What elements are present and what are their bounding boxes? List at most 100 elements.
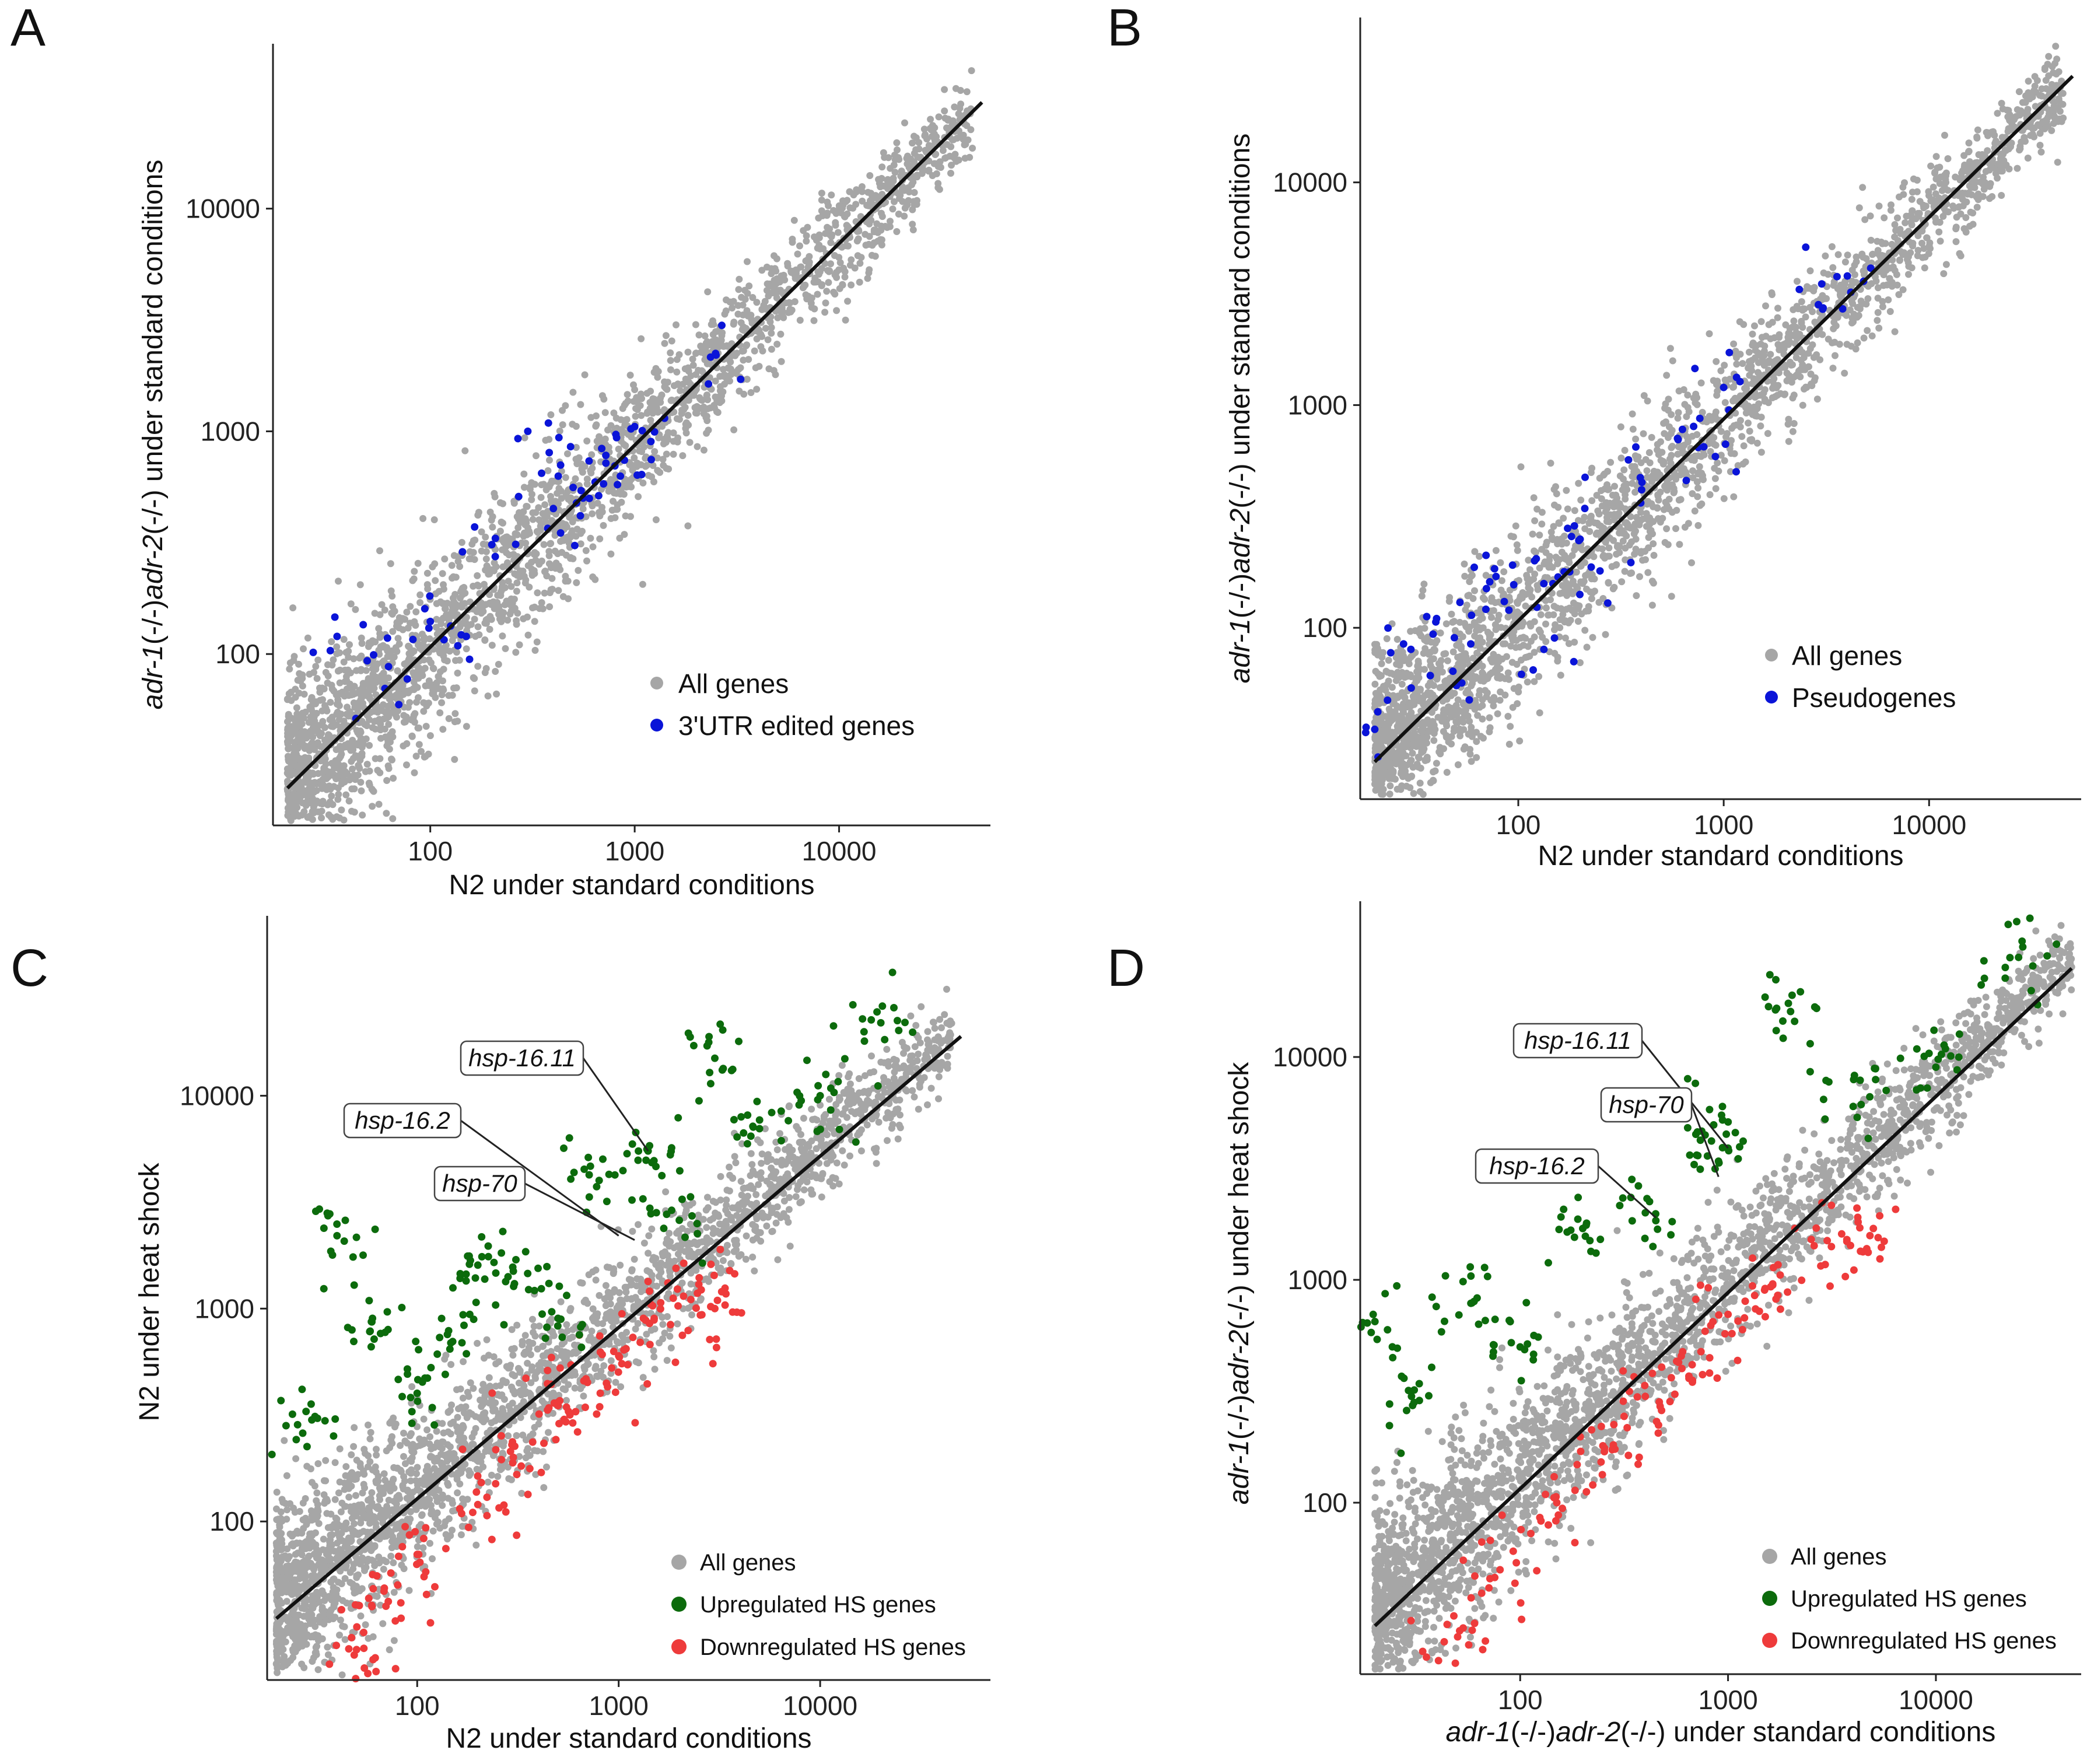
gene-point	[489, 523, 496, 531]
gene-point	[328, 638, 335, 645]
gene-point	[703, 429, 710, 437]
gene-point	[833, 307, 841, 314]
gene-point	[670, 450, 677, 458]
gene-point	[1864, 327, 1871, 334]
gene-point	[704, 288, 712, 296]
gene-point	[488, 516, 495, 524]
gene-point	[598, 503, 605, 511]
gene-point	[1478, 624, 1486, 632]
gene-point	[1733, 360, 1741, 368]
gene-point	[1579, 517, 1587, 524]
gene-point	[344, 666, 352, 674]
gene-point	[738, 293, 745, 301]
gene-point	[325, 731, 332, 738]
gene-point	[1563, 487, 1570, 494]
gene-point	[388, 756, 395, 764]
gene-point	[440, 581, 447, 589]
gene-point	[1937, 237, 1944, 245]
gene-point	[1627, 570, 1634, 577]
gene-point	[667, 349, 674, 356]
gene-point	[947, 170, 954, 177]
gene-point	[1378, 789, 1386, 796]
gene-point	[1460, 701, 1468, 708]
gene-point	[1493, 667, 1501, 675]
gene-point	[292, 729, 299, 737]
gene-point	[1451, 618, 1458, 625]
gene-point	[1764, 430, 1771, 438]
gene-point	[839, 204, 846, 212]
gene-point	[540, 481, 548, 488]
gene-point	[1405, 702, 1413, 710]
gene-point	[438, 691, 446, 698]
gene-point	[1696, 463, 1703, 470]
gene-point	[1966, 163, 1973, 171]
gene-point	[1790, 391, 1798, 399]
gene-point	[670, 429, 677, 437]
gene-point	[292, 716, 300, 723]
gene-point	[412, 752, 420, 760]
gene-point	[1885, 296, 1892, 303]
gene-point	[961, 155, 969, 162]
gene-point	[559, 421, 566, 429]
gene-point	[951, 150, 959, 158]
gene-point	[616, 534, 624, 542]
gene-point	[1392, 677, 1400, 684]
gene-point	[1846, 306, 1854, 314]
gene-point	[1568, 552, 1576, 559]
gene-point	[623, 416, 631, 424]
gene-point	[520, 470, 528, 478]
gene-point	[827, 239, 835, 246]
gene-point	[324, 774, 332, 781]
gene-point	[800, 227, 807, 235]
gene-point	[1867, 236, 1875, 244]
gene-point	[859, 188, 866, 195]
gene-point	[817, 245, 824, 253]
gene-point	[310, 668, 317, 676]
gene-point	[383, 810, 390, 817]
gene-point	[1558, 548, 1566, 556]
gene-point	[1543, 538, 1550, 546]
gene-point	[579, 505, 587, 513]
gene-point	[1758, 334, 1766, 341]
gene-point	[1844, 251, 1851, 259]
gene-point	[1550, 611, 1557, 618]
gene-point	[438, 699, 446, 706]
gene-point	[601, 435, 609, 443]
gene-point	[1607, 459, 1615, 466]
gene-point	[1514, 700, 1521, 708]
gene-point	[1570, 580, 1577, 587]
gene-point	[1886, 275, 1893, 282]
gene-point	[408, 650, 415, 657]
gene-point	[562, 474, 569, 481]
gene-point	[1799, 401, 1806, 409]
gene-point	[1661, 539, 1669, 546]
gene-point	[1681, 523, 1689, 531]
gene-point	[358, 666, 365, 673]
gene-point	[1706, 330, 1713, 338]
panel-b: B 100 1000 10000 100 1000 10000 N2 under…	[1107, 0, 2081, 872]
gene-point	[545, 436, 553, 443]
all-genes-cloud-a	[283, 67, 976, 824]
gene-point	[327, 813, 335, 821]
gene-point	[1617, 454, 1625, 462]
gene-point	[328, 792, 335, 800]
gene-point	[512, 649, 520, 656]
gene-point	[587, 414, 595, 421]
gene-point	[319, 696, 326, 704]
gene-point	[425, 699, 432, 707]
gene-point	[802, 257, 810, 265]
gene-point	[643, 461, 650, 469]
gene-point	[657, 394, 664, 402]
gene-point	[293, 797, 300, 804]
gene-point	[831, 271, 839, 279]
gene-point	[1896, 193, 1903, 201]
gene-point	[528, 496, 535, 503]
gene-point	[1689, 474, 1697, 481]
gene-point	[1875, 202, 1883, 210]
gene-point	[1673, 506, 1680, 514]
gene-point	[1597, 528, 1605, 536]
gene-point	[1886, 308, 1894, 315]
gene-point	[1444, 657, 1451, 664]
gene-point	[1810, 354, 1818, 361]
gene-point	[664, 429, 672, 436]
